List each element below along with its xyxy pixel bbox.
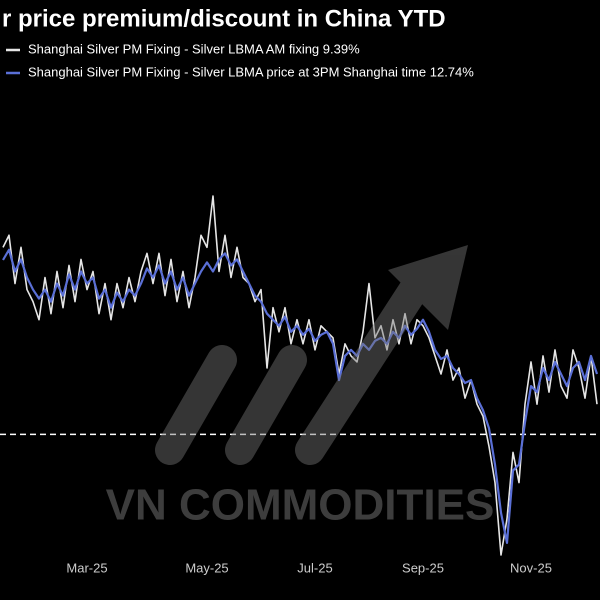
- x-tick-label: Nov-25: [510, 560, 552, 575]
- watermark-logo: [155, 265, 435, 465]
- plot-area: Mar-25 May-25 Jul-25 Sep-25 Nov-25: [0, 195, 600, 575]
- x-tick-label: Sep-25: [402, 560, 444, 575]
- watermark-text: VN COMMODITIES: [106, 481, 495, 530]
- chart-title: r price premium/discount in China YTD: [2, 5, 446, 32]
- legend-label: Shanghai Silver PM Fixing - Silver LBMA …: [28, 41, 360, 56]
- series-line: [2, 248, 599, 545]
- x-tick-label: May-25: [185, 560, 228, 575]
- legend-label: Shanghai Silver PM Fixing - Silver LBMA …: [28, 64, 474, 79]
- watermark: VN COMMODITIES: [106, 245, 495, 530]
- x-tick-label: Mar-25: [66, 560, 107, 575]
- x-tick-label: Jul-25: [297, 560, 332, 575]
- watermark-arrow: [388, 245, 468, 330]
